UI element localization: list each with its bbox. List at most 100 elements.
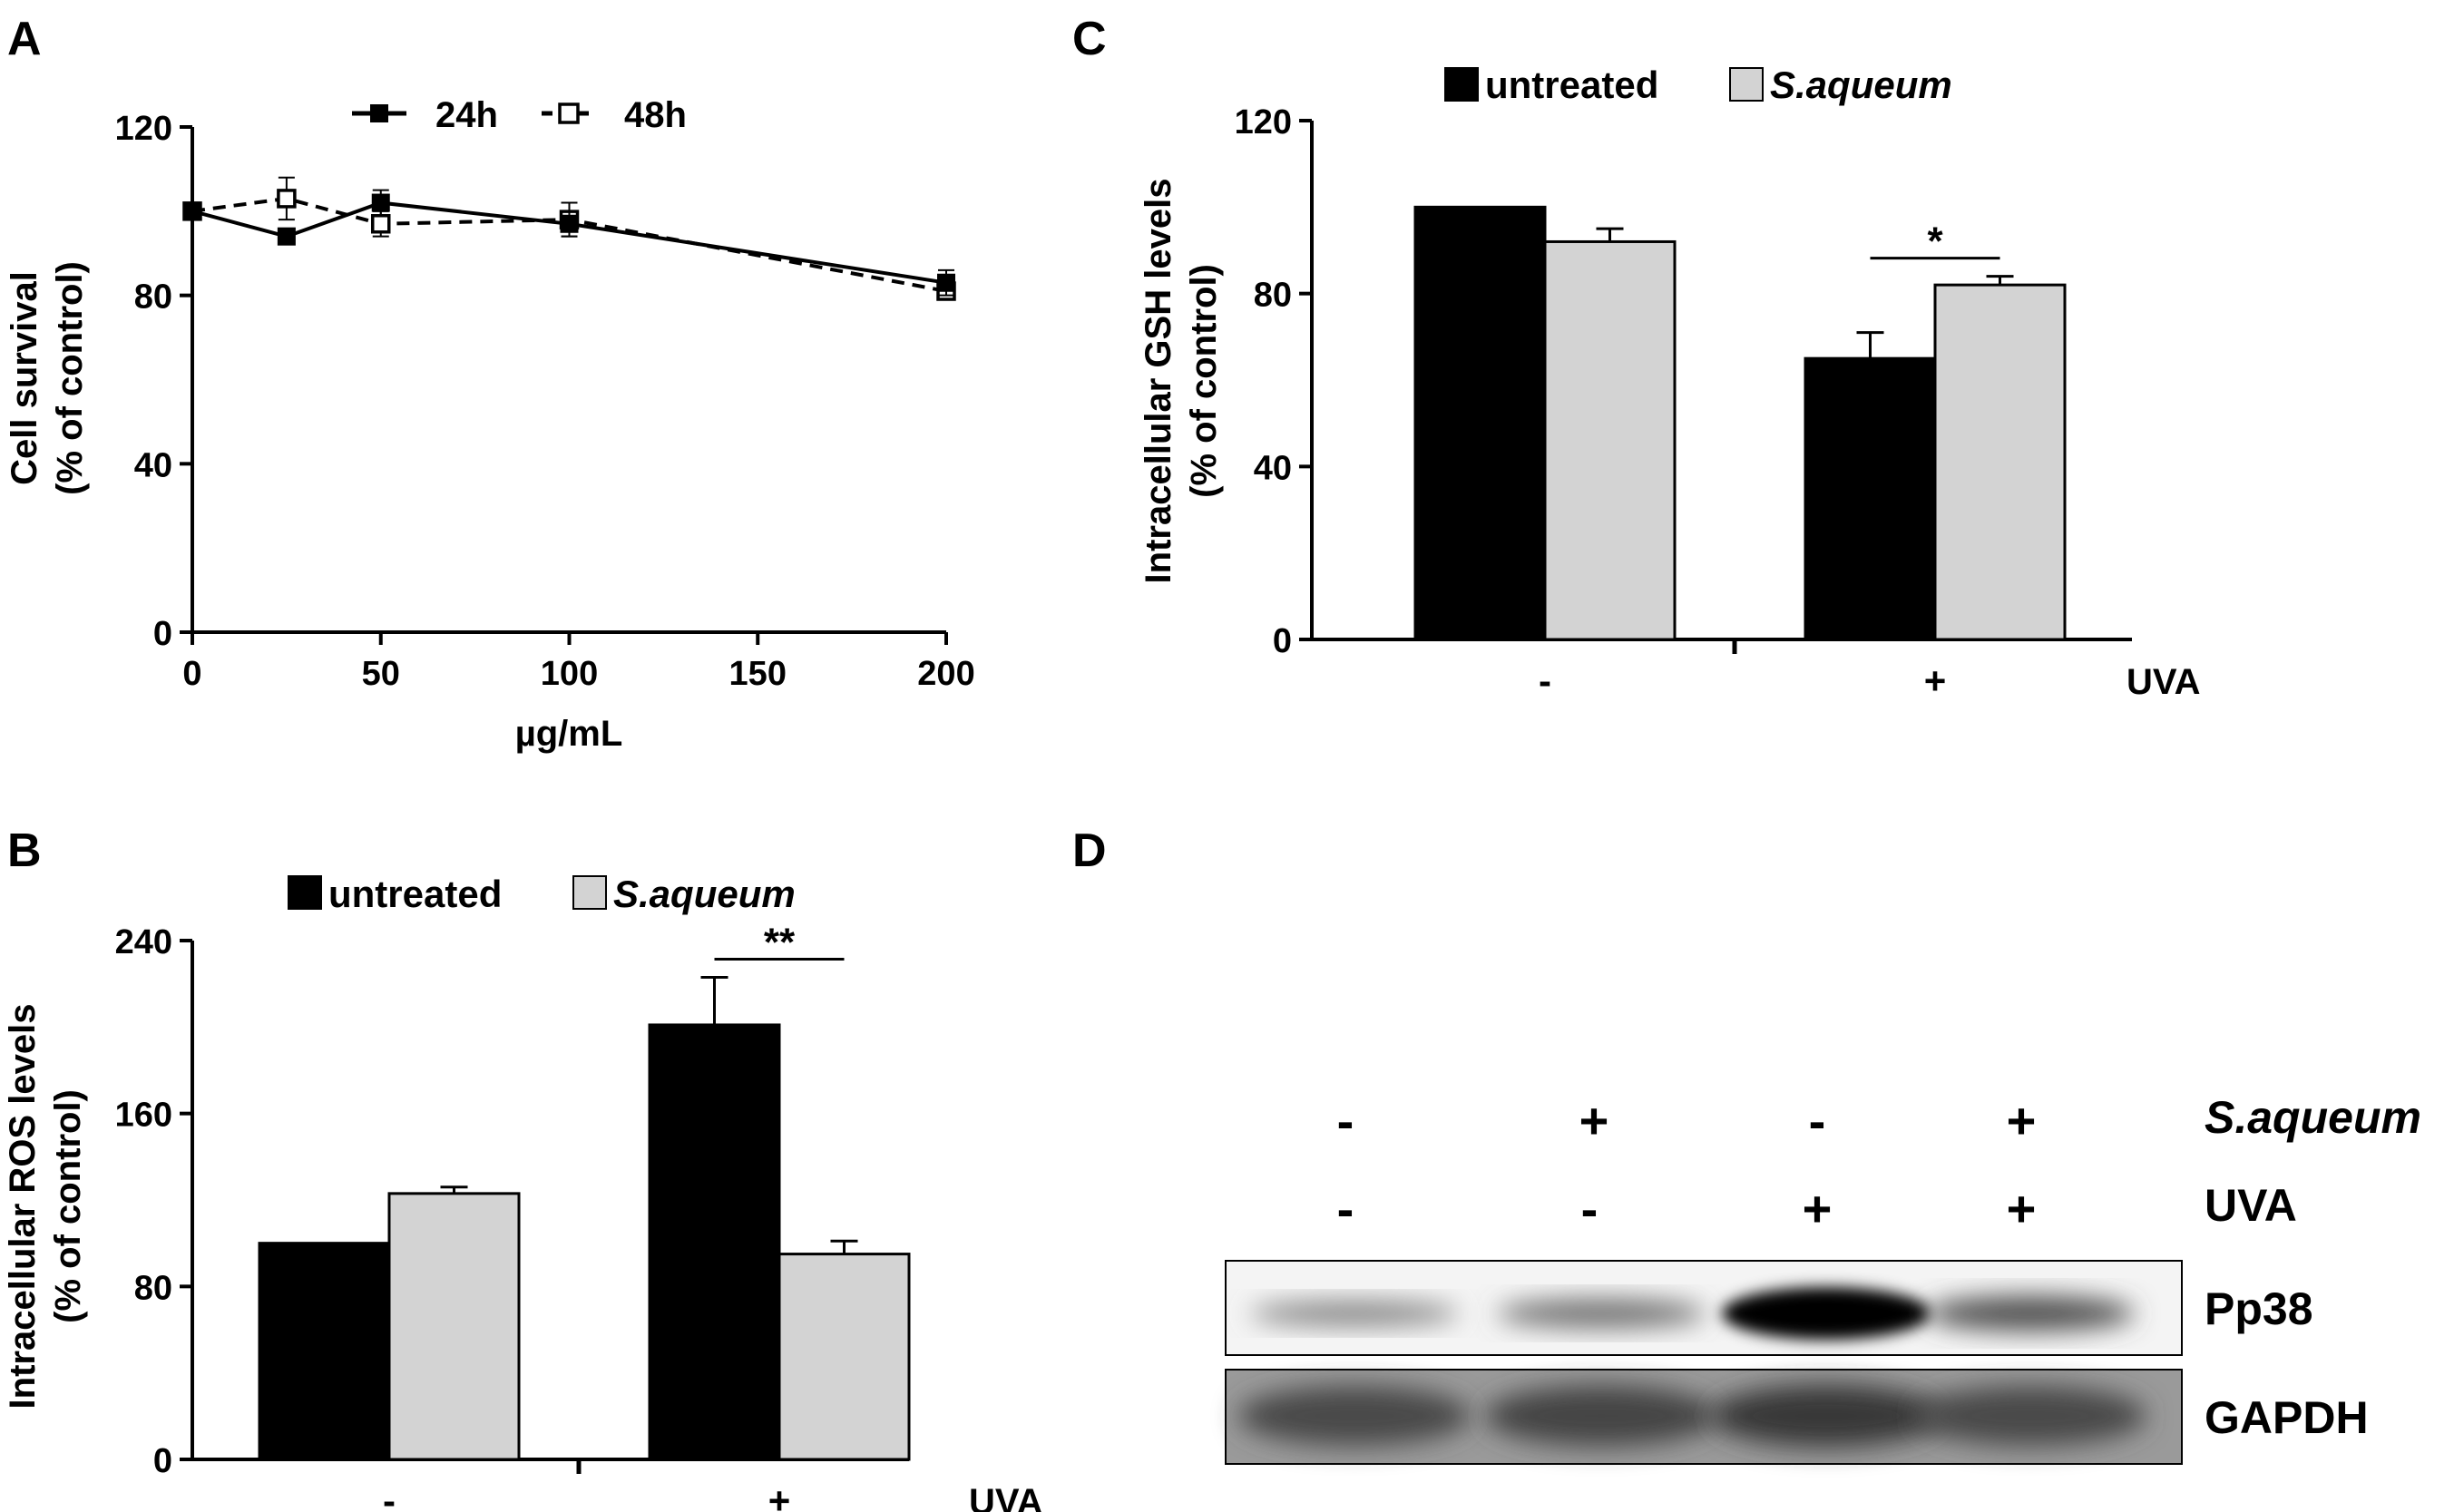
panel-d-western-blot: - + - + S.aqueum - - + + UVA Pp38 GAPDH (1225, 1092, 2421, 1465)
panel-a-x-tick-label: 50 (362, 655, 400, 693)
legend-untreated-swatch (288, 875, 322, 910)
bar-S.aqueum-minus (387, 1192, 521, 1461)
panel-a-x-axis-label: µg/mL (515, 714, 623, 754)
bar-untreated-minus (258, 1242, 391, 1461)
panel-c-y-tick-label: 0 (1273, 622, 1292, 660)
panel-a-y-axis-label-line2: (% of control) (50, 261, 90, 495)
panel-a-y-tick-label: 80 (134, 278, 172, 317)
blot-treatment-rows: - + - + S.aqueum - - + + UVA (1337, 1092, 2421, 1237)
panel-c-bars (1413, 205, 2067, 641)
panel-b-bars (258, 976, 911, 1461)
blot-band-pp38 (1926, 1295, 2135, 1332)
panel-c-y-tick-label: 40 (1254, 449, 1292, 487)
blot-band-gapdh (1485, 1385, 1717, 1447)
panel-b-bar-chart: 0 80 160 240 - + UVA ** Intracellular ROS leve… (3, 873, 1042, 1512)
legend-48h-label: 48h (624, 95, 687, 135)
data-point-24h (937, 273, 955, 292)
panel-c-y-tick-label: 120 (1235, 103, 1292, 141)
panel-a-x-tick-label: 100 (541, 655, 598, 693)
panel-c-legend: untreated S.aqueum (1444, 63, 1952, 106)
panel-a-y-tick-label: 0 (153, 615, 172, 653)
legend-untreated-swatch (1444, 67, 1479, 102)
bar-S.aqueum-plus (1933, 283, 2067, 641)
panel-c-tick-labels: 0 40 80 120 - + UVA (1235, 103, 2201, 702)
legend-48h-marker (558, 102, 580, 124)
panel-label-c: C (1072, 13, 1107, 65)
treatment-sign-uva: - (1581, 1180, 1599, 1237)
bar-untreated-minus (1413, 205, 1547, 641)
panel-c-condition-label: UVA (2126, 662, 2200, 702)
panel-b-y-axis-label-line2: (% of control) (48, 1089, 88, 1323)
panel-b-legend: untreated S.aqueum (288, 873, 796, 915)
panel-b-category-label: - (383, 1479, 396, 1512)
panel-label-d: D (1072, 824, 1107, 877)
legend-24h-label: 24h (435, 95, 498, 135)
panel-b-y-axis-label-line1: Intracellular ROS levels (3, 1004, 43, 1410)
bar-untreated-plus (648, 1023, 781, 1461)
panel-a-x-tick-label: 150 (729, 655, 787, 693)
panel-c-bar-chart: 0 40 80 120 - + UVA * Intracellular GSH levels… (1139, 63, 2200, 702)
treatment-sign-uva: + (2007, 1180, 2037, 1237)
blot-band-pp38 (1722, 1287, 1931, 1340)
panel-a-x-tick-label: 0 (182, 655, 201, 693)
panel-c-y-tick-label: 80 (1254, 277, 1292, 315)
panel-a-tick-labels: 0 40 80 120 0 50 100 150 200 (115, 110, 975, 693)
blot-band-gapdh (1914, 1386, 2146, 1446)
blot-band-pp38 (1250, 1301, 1459, 1326)
significance-label: * (1927, 219, 1943, 264)
treatment-row-label: S.aqueum (2205, 1092, 2421, 1143)
treatment-sign-uva: + (1803, 1180, 1833, 1237)
panel-b-category-label: + (768, 1479, 791, 1512)
panel-c-y-axis-label-line2: (% of control) (1184, 264, 1224, 498)
panel-a-y-tick-label: 40 (134, 446, 172, 484)
panel-a-series (182, 176, 956, 301)
panel-c-category-label: + (1924, 659, 1947, 702)
data-point-24h (183, 201, 201, 220)
treatment-row-label: UVA (2205, 1180, 2297, 1231)
blot-band-gapdh (1238, 1386, 1471, 1446)
legend-saqueum-swatch (1729, 67, 1764, 102)
legend-untreated-label: untreated (328, 873, 502, 915)
panel-a-y-axis-label-line1: Cell survival (5, 271, 44, 485)
data-point-48h (277, 189, 297, 209)
panel-b-y-tick-label: 0 (153, 1442, 172, 1480)
legend-untreated-label: untreated (1485, 63, 1658, 106)
panel-b-significance: ** (714, 921, 845, 965)
blot-protein-label: GAPDH (2205, 1392, 2369, 1443)
legend-saqueum-swatch (572, 875, 607, 910)
legend-24h-marker (370, 104, 388, 122)
data-point-24h (277, 227, 296, 246)
blot-strips: Pp38 GAPDH (1225, 1260, 2369, 1465)
blot-band-gapdh (1710, 1384, 1942, 1448)
panel-c-category-label: - (1539, 659, 1551, 702)
blot-band-pp38 (1497, 1299, 1706, 1328)
panel-label-a: A (7, 13, 42, 65)
legend-saqueum-label: S.aqueum (1770, 63, 1952, 106)
blot-protein-label: Pp38 (2205, 1283, 2313, 1334)
panel-b-y-tick-label: 80 (134, 1269, 172, 1307)
panel-b-y-tick-label: 240 (115, 923, 172, 961)
significance-label: ** (764, 921, 796, 965)
legend-saqueum-label: S.aqueum (613, 873, 796, 915)
panel-a-legend: 24h 48h (352, 95, 687, 135)
treatment-sign-s-aqueum: - (1809, 1092, 1826, 1149)
data-point-24h (560, 214, 579, 233)
panel-a-y-tick-label: 120 (115, 110, 172, 148)
data-point-48h (371, 214, 391, 234)
treatment-sign-s-aqueum: + (2007, 1092, 2037, 1149)
panel-a-x-tick-label: 200 (917, 655, 974, 693)
panel-b-condition-label: UVA (969, 1482, 1042, 1512)
panel-b-tick-labels: 0 80 160 240 - + UVA (115, 923, 1043, 1512)
bar-untreated-plus (1804, 356, 1937, 641)
bar-S.aqueum-plus (777, 1253, 911, 1461)
treatment-sign-s-aqueum: + (1579, 1092, 1609, 1149)
treatment-sign-uva: - (1337, 1180, 1354, 1237)
panel-label-b: B (7, 824, 42, 877)
panel-a-line-chart: 0 40 80 120 0 50 100 150 200 µg/mL Cell survival… (5, 95, 975, 754)
treatment-sign-s-aqueum: - (1337, 1092, 1354, 1149)
bar-S.aqueum-minus (1543, 239, 1677, 641)
panel-b-y-tick-label: 160 (115, 1097, 172, 1135)
panel-c-significance: * (1870, 219, 2000, 264)
data-point-24h (371, 193, 390, 212)
